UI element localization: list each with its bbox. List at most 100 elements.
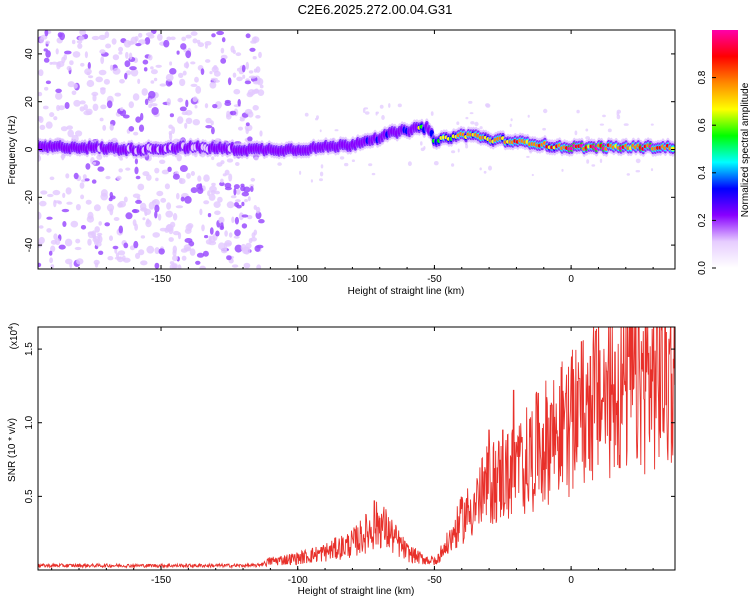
noise-blob [211, 126, 215, 135]
noise-blob [119, 79, 125, 84]
noise-blob [39, 37, 44, 44]
noise-blob [148, 54, 153, 61]
noise-blob [66, 65, 72, 71]
noise-blob [526, 155, 530, 158]
noise-blob [210, 120, 214, 126]
noise-blob [176, 154, 182, 162]
noise-blob [248, 238, 253, 244]
noise-blob [151, 200, 157, 204]
noise-blob [93, 259, 100, 265]
noise-blob [137, 183, 145, 191]
noise-blob [465, 143, 469, 149]
noise-blob [124, 72, 128, 80]
noise-blob [150, 66, 154, 70]
noise-blob [117, 250, 126, 256]
noise-blob [247, 215, 253, 220]
noise-blob [233, 235, 240, 239]
noise-blob [211, 182, 216, 187]
noise-blob [164, 183, 170, 190]
noise-blob [144, 98, 149, 106]
noise-blob [474, 121, 479, 127]
noise-blob [142, 59, 149, 65]
noise-blob [483, 170, 487, 174]
snr-x-tick-label: 0 [568, 575, 574, 586]
noise-blob [99, 117, 104, 122]
noise-blob [73, 83, 78, 89]
noise-blob [543, 108, 548, 114]
noise-blob [40, 190, 48, 195]
noise-blob [157, 213, 162, 221]
noise-blob [510, 118, 513, 122]
noise-blob [145, 32, 154, 37]
noise-blob [38, 69, 44, 77]
noise-blob [91, 179, 97, 184]
noise-blob [186, 172, 191, 179]
noise-blob [130, 36, 138, 45]
noise-blob [181, 111, 188, 116]
noise-blob [118, 46, 124, 53]
spectrogram-marks [38, 30, 675, 269]
noise-blob [114, 92, 122, 97]
noise-blob [135, 116, 142, 123]
noise-blob [194, 104, 198, 109]
noise-blob [73, 99, 81, 107]
noise-blob [179, 178, 186, 185]
noise-blob [178, 72, 184, 78]
noise-blob [39, 124, 46, 130]
noise-blob [185, 99, 189, 108]
noise-blob [456, 121, 460, 125]
noise-blob [181, 255, 187, 261]
noise-blob [125, 51, 129, 59]
noise-blob [172, 255, 178, 262]
noise-blob [234, 244, 243, 253]
noise-blob [258, 51, 262, 59]
spectrogram-x-axis-label: Height of straight line (km) [348, 286, 465, 297]
noise-blob [527, 114, 530, 118]
noise-blob [256, 264, 262, 269]
noise-blob [255, 66, 261, 73]
noise-blob [420, 147, 425, 152]
noise-blob [117, 202, 123, 208]
noise-blob [228, 173, 233, 182]
noise-blob [135, 252, 141, 259]
noise-blob [213, 79, 220, 83]
noise-blob [465, 116, 469, 120]
noise-blob [479, 167, 482, 171]
noise-blob [211, 33, 216, 38]
noise-blob [196, 252, 205, 258]
snr-marks [38, 327, 675, 570]
noise-blob [238, 212, 244, 221]
noise-blob [233, 88, 241, 95]
noise-blob [113, 217, 120, 221]
noise-blob [185, 34, 192, 39]
noise-blob [150, 69, 158, 75]
noise-blob [87, 61, 91, 70]
noise-blob [146, 218, 150, 225]
noise-blob [220, 222, 224, 229]
snr-x-tick-label: -50 [427, 575, 442, 586]
ridge-peak [670, 146, 675, 151]
noise-blob [111, 38, 117, 45]
noise-blob [277, 162, 282, 166]
noise-blob [183, 62, 190, 69]
snr-panel: -150 -100 -50 0 0.5 1.0 1.5 Height of straight… [7, 323, 676, 597]
noise-blob [635, 158, 641, 164]
noise-blob [244, 80, 252, 85]
noise-blob [224, 101, 232, 106]
noise-blob [75, 130, 83, 137]
noise-blob [185, 117, 193, 125]
noise-blob [192, 119, 200, 126]
noise-blob [255, 115, 261, 119]
noise-blob [388, 103, 391, 108]
noise-blob [157, 33, 163, 41]
noise-blob [154, 210, 158, 219]
noise-blob [91, 35, 100, 41]
noise-blob [320, 164, 324, 169]
noise-blob [561, 168, 564, 172]
noise-blob [177, 264, 182, 269]
noise-blob [62, 221, 67, 227]
noise-blob [142, 217, 146, 221]
noise-blob [187, 223, 194, 229]
noise-blob [155, 64, 162, 68]
noise-blob [132, 209, 138, 213]
